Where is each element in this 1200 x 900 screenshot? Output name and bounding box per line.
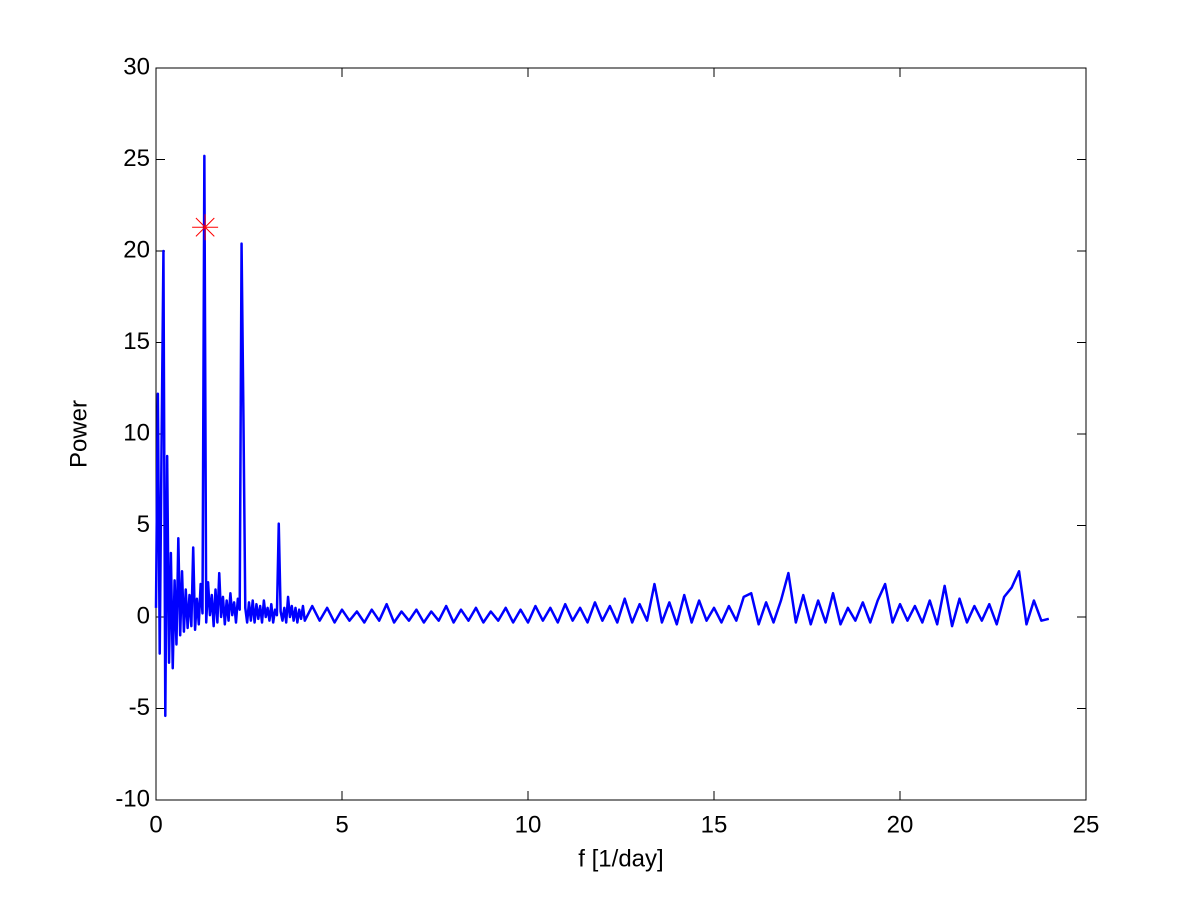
y-tick-label: -10 (115, 785, 150, 812)
x-tick-label: 25 (1073, 811, 1100, 838)
y-tick-label: 10 (123, 419, 150, 446)
x-tick-label: 5 (335, 811, 348, 838)
y-axis-label: Power (65, 400, 92, 468)
y-tick-label: 0 (137, 602, 150, 629)
star-stroke (195, 217, 215, 237)
y-tick-label: 25 (123, 145, 150, 172)
x-tick-label: 0 (149, 811, 162, 838)
y-tick-label: -5 (129, 694, 150, 721)
x-axis-label: f [1/day] (578, 845, 663, 872)
y-tick-label: 5 (137, 511, 150, 538)
data-line (154, 154, 1050, 718)
x-tick-label: 20 (887, 811, 914, 838)
y-tick-label: 20 (123, 236, 150, 263)
x-tick-label: 10 (515, 811, 542, 838)
y-tick-label: 30 (123, 53, 150, 80)
y-tick-label: 15 (123, 328, 150, 355)
highlight-marker (192, 214, 219, 241)
x-tick-label: 15 (701, 811, 728, 838)
